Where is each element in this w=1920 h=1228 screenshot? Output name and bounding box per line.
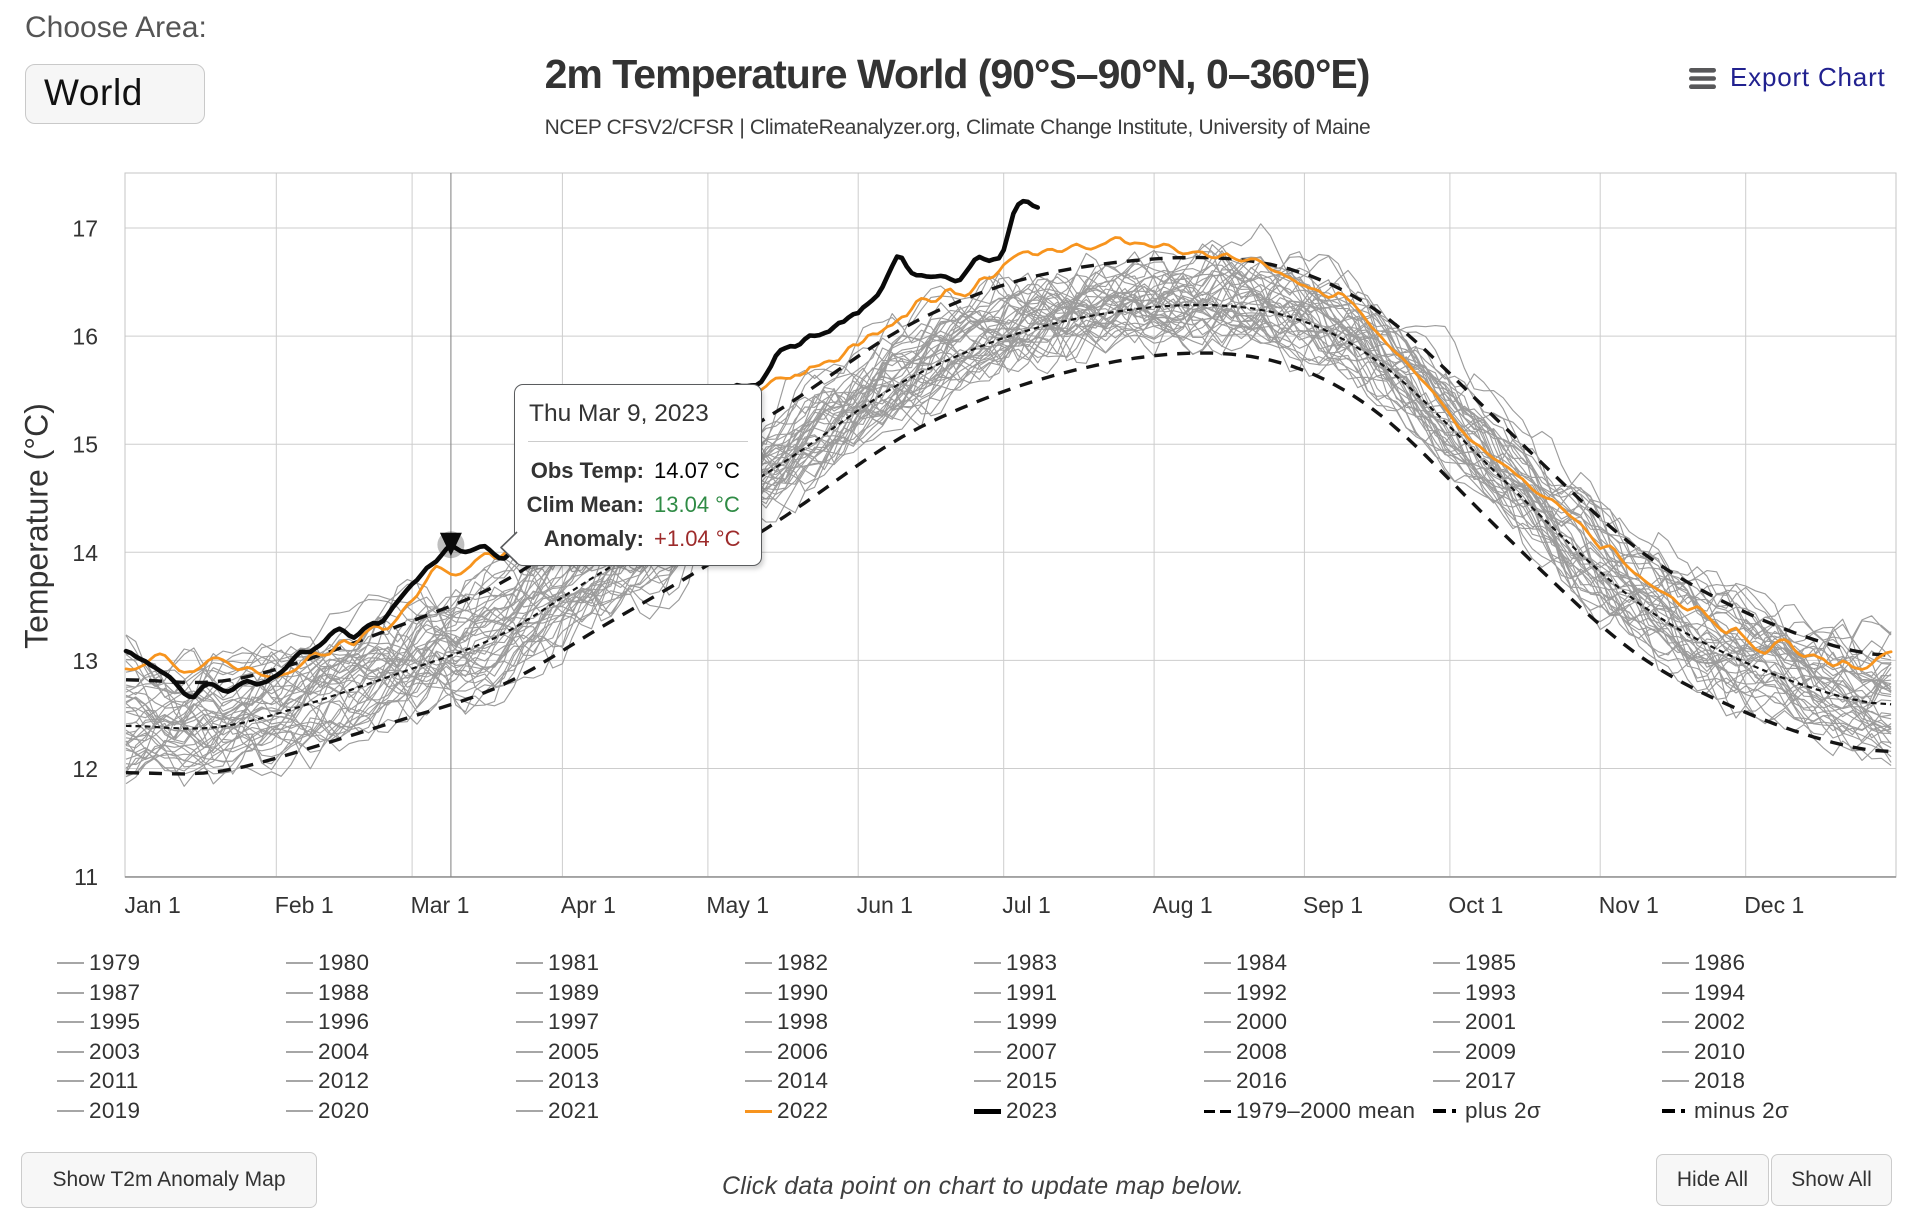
svg-text:Apr 1: Apr 1	[561, 892, 616, 918]
svg-text:17: 17	[72, 216, 98, 242]
svg-text:Jun 1: Jun 1	[857, 892, 913, 918]
svg-text:14: 14	[72, 540, 98, 566]
svg-text:Temperature (°C): Temperature (°C)	[19, 403, 55, 649]
svg-text:May 1: May 1	[706, 892, 769, 918]
svg-text:Feb 1: Feb 1	[275, 892, 334, 918]
svg-text:Nov 1: Nov 1	[1599, 892, 1659, 918]
svg-text:16: 16	[72, 324, 98, 350]
svg-text:15: 15	[72, 432, 98, 458]
svg-text:Jul 1: Jul 1	[1002, 892, 1051, 918]
svg-text:Jan 1: Jan 1	[125, 892, 181, 918]
svg-text:Aug 1: Aug 1	[1153, 892, 1213, 918]
svg-text:Dec 1: Dec 1	[1744, 892, 1804, 918]
svg-text:12: 12	[72, 756, 98, 782]
svg-text:Sep 1: Sep 1	[1303, 892, 1363, 918]
svg-text:Oct 1: Oct 1	[1448, 892, 1503, 918]
svg-text:13: 13	[72, 648, 98, 674]
svg-text:11: 11	[74, 864, 98, 890]
svg-text:Mar 1: Mar 1	[411, 892, 470, 918]
